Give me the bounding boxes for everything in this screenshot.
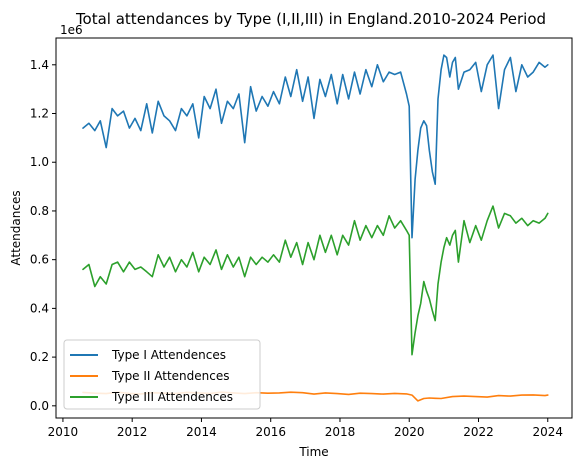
legend-label-type-ii: Type II Attendences	[111, 369, 230, 383]
x-tick-label: 2010	[48, 425, 79, 439]
x-axis: 2010 2012 2014 2016 2018 2020 2022 2024	[48, 418, 563, 439]
chart-title: Total attendances by Type (I,II,III) in …	[75, 10, 546, 28]
x-tick-label: 2016	[255, 425, 286, 439]
y-axis: 0.0 0.2 0.4 0.6 0.8 1.0 1.2 1.4	[30, 58, 56, 413]
y-tick-label: 1.4	[30, 58, 49, 72]
x-tick-label: 2018	[325, 425, 356, 439]
legend-label-type-iii: Type III Attendences	[111, 390, 233, 404]
series-line-3	[82, 205, 549, 356]
legend-box	[63, 339, 261, 410]
x-tick-label: 2024	[532, 425, 563, 439]
x-tick-label: 2022	[463, 425, 494, 439]
y-tick-label: 0.8	[30, 204, 49, 218]
y-offset-label: 1e6	[60, 23, 83, 37]
y-tick-label: 1.0	[30, 155, 49, 169]
plot-frame	[55, 37, 573, 419]
y-tick-label: 0.2	[30, 350, 49, 364]
y-tick-label: 0.0	[30, 399, 49, 413]
x-axis-label: Time	[298, 445, 328, 459]
legend: Type I Attendences Type II Attendences T…	[63, 339, 261, 410]
series-line-1	[82, 54, 549, 239]
x-tick-label: 2014	[186, 425, 217, 439]
x-tick-label: 2012	[117, 425, 148, 439]
y-tick-label: 1.2	[30, 107, 49, 121]
y-tick-label: 0.4	[30, 301, 49, 315]
y-tick-label: 0.6	[30, 253, 49, 267]
y-axis-label: Attendances	[9, 190, 23, 265]
x-tick-label: 2020	[394, 425, 425, 439]
legend-label-type-i: Type I Attendences	[111, 348, 226, 362]
